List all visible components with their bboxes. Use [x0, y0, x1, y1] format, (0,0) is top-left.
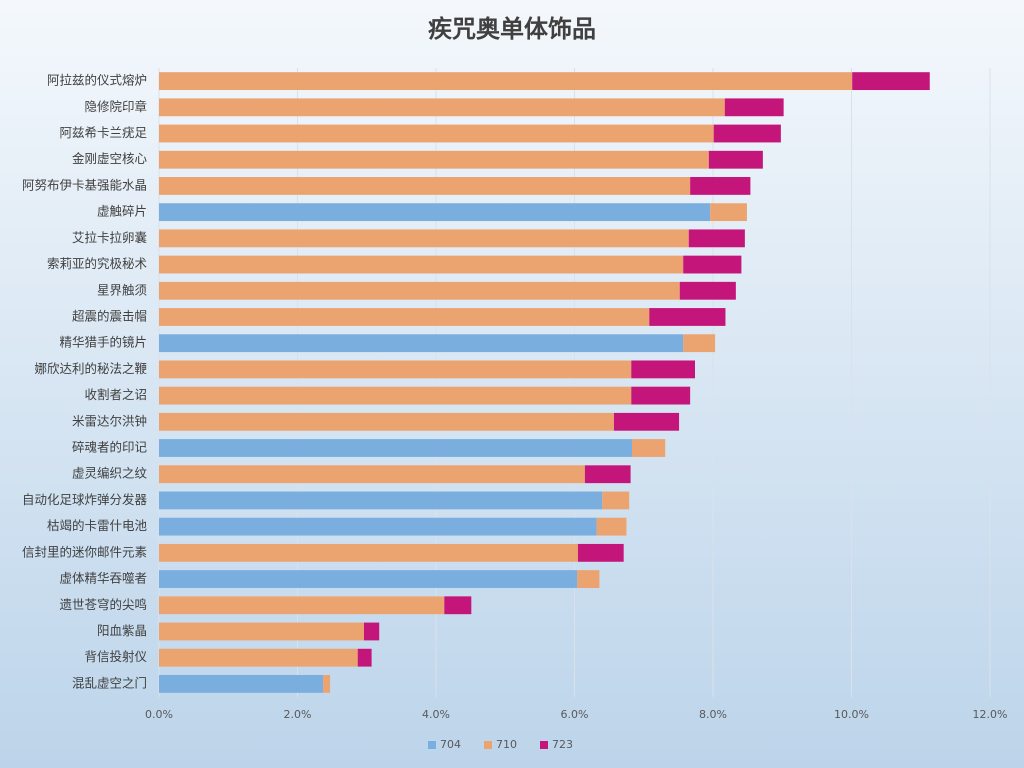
- bar-segment: [683, 255, 742, 274]
- bar-segment: [159, 177, 691, 195]
- bar-segment: [159, 648, 358, 667]
- bar-segment: [679, 281, 736, 300]
- bar-segment: [323, 674, 331, 693]
- y-tick-label: 虚体精华吞噬者: [59, 571, 147, 586]
- y-tick-label: 枯竭的卡雷什电池: [47, 518, 148, 533]
- bar-segment: [852, 72, 930, 91]
- legend-label: 723: [552, 738, 573, 751]
- bar-segment: [159, 150, 709, 169]
- bar-segment: [631, 386, 691, 405]
- bar-segment: [159, 412, 614, 431]
- y-tick-label: 星界触须: [97, 282, 148, 297]
- bar-segment: [159, 439, 632, 457]
- bar-segment: [357, 648, 372, 667]
- legend-swatch: [428, 741, 436, 749]
- bar-segment: [577, 543, 624, 562]
- x-tick-label: 10.0%: [834, 708, 869, 721]
- y-tick-label: 背信投射仪: [84, 649, 147, 664]
- bar-segment: [710, 203, 747, 222]
- x-tick-label: 12.0%: [973, 708, 1008, 721]
- bar-segment: [708, 150, 763, 169]
- y-tick-label: 米雷达尔洪钟: [72, 413, 147, 428]
- bar-segment: [690, 177, 751, 195]
- bar-segment: [159, 308, 650, 326]
- bar-segment: [159, 203, 711, 222]
- bar-segment: [159, 98, 725, 117]
- bar-segment: [631, 360, 695, 379]
- y-tick-label: 混乱虚空之门: [72, 675, 147, 690]
- bar-segment: [159, 596, 445, 615]
- bar-segment: [649, 308, 726, 326]
- x-tick-label: 6.0%: [561, 708, 589, 721]
- x-tick-label: 0.0%: [145, 708, 173, 721]
- bar-segment: [631, 439, 666, 457]
- y-tick-label: 精华猎手的镜片: [59, 335, 147, 350]
- bar-segment: [159, 674, 324, 693]
- x-tick-label: 2.0%: [284, 708, 312, 721]
- bar-segment: [159, 334, 684, 353]
- bar-segment: [159, 465, 585, 484]
- y-tick-label: 阿拉兹的仪式熔炉: [47, 73, 147, 88]
- bar-segment: [159, 491, 603, 510]
- bar-segment: [159, 72, 853, 91]
- x-tick-label: 8.0%: [699, 708, 727, 721]
- bar-segment: [159, 255, 684, 274]
- y-tick-label: 阳血紫晶: [97, 623, 147, 638]
- legend-label: 710: [496, 738, 517, 751]
- bar-segment: [444, 596, 472, 615]
- legend-swatch: [540, 741, 548, 749]
- y-tick-label: 超震的震击帽: [72, 308, 147, 323]
- y-tick-label: 虚灵编织之纹: [72, 466, 148, 481]
- bar-segment: [688, 229, 745, 248]
- y-tick-label: 隐修院印章: [84, 99, 147, 114]
- x-tick-label: 4.0%: [422, 708, 450, 721]
- bar-segment: [713, 124, 781, 143]
- y-tick-label: 艾拉卡拉卵囊: [72, 230, 147, 245]
- bar-segment: [159, 386, 632, 405]
- bar-segment: [596, 517, 627, 536]
- y-tick-label: 虚触碎片: [97, 204, 147, 219]
- legend-swatch: [484, 741, 492, 749]
- bar-segment: [613, 412, 680, 431]
- bar-segment: [159, 543, 578, 562]
- y-tick-label: 娜欣达利的秘法之鞭: [34, 361, 147, 376]
- bar-segment: [159, 229, 689, 248]
- bar-segment: [159, 570, 578, 588]
- bar-segment: [577, 570, 600, 588]
- chart-title: 疾咒奥单体饰品: [428, 15, 596, 43]
- bar-segment: [683, 334, 716, 353]
- y-tick-label: 自动化足球炸弹分发器: [22, 492, 148, 507]
- legend-label: 704: [440, 738, 461, 751]
- bar-segment: [159, 124, 714, 143]
- bar-segment: [159, 517, 597, 536]
- bar-segment: [159, 281, 680, 300]
- bar-segment: [584, 465, 631, 484]
- y-tick-label: 信封里的迷你邮件元素: [22, 544, 147, 559]
- bar-segment: [159, 360, 632, 379]
- y-tick-label: 金刚虚空核心: [72, 151, 148, 166]
- y-tick-label: 阿兹希卡兰疣足: [59, 125, 147, 140]
- bar-segment: [724, 98, 784, 117]
- y-tick-label: 索莉亚的究极秘术: [47, 256, 148, 271]
- bar-segment: [363, 622, 380, 641]
- y-tick-label: 阿努布伊卡基强能水晶: [22, 177, 147, 192]
- y-tick-label: 碎魂者的印记: [72, 440, 148, 455]
- bar-segment: [602, 491, 630, 510]
- bar-segment: [159, 622, 364, 641]
- y-tick-label: 收割者之诏: [84, 387, 147, 402]
- y-tick-label: 遗世苍穹的尖鸣: [59, 597, 147, 612]
